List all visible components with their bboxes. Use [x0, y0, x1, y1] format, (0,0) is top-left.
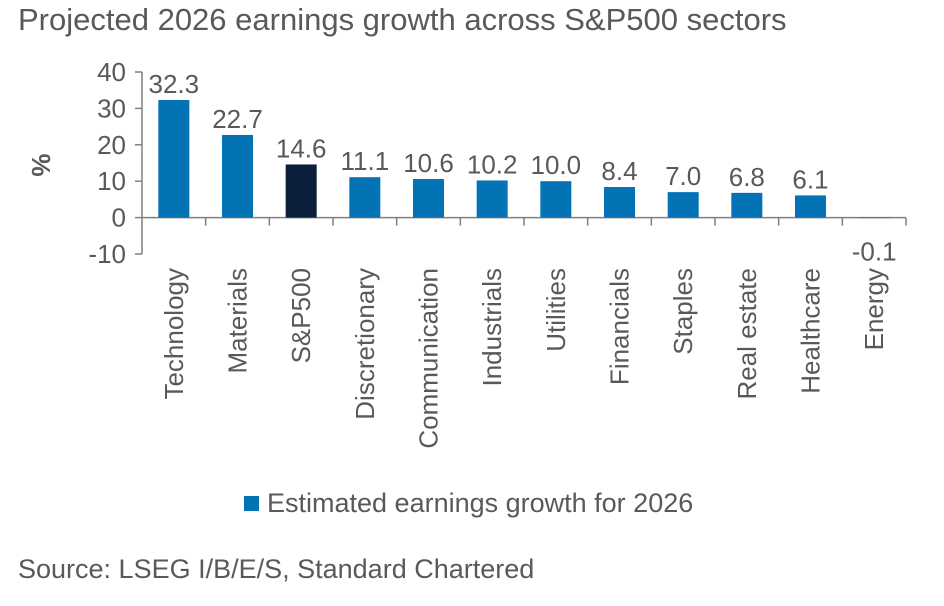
source-note: Source: LSEG I/B/E/S, Standard Chartered	[18, 554, 535, 584]
bar	[540, 181, 572, 218]
data-label: 10.6	[403, 148, 454, 178]
x-tick-label: Real estate	[732, 268, 762, 400]
chart-title: Projected 2026 earnings growth across S&…	[18, 2, 787, 37]
y-tick-label: 40	[97, 57, 126, 87]
x-tick-label: Communication	[414, 268, 444, 449]
y-tick-label: 20	[97, 130, 126, 160]
data-label: 14.6	[276, 133, 327, 163]
category-labels: Technology Materials S&P500 Discretionary Co…	[159, 268, 889, 449]
x-tick-label: Staples	[668, 268, 698, 355]
bar	[413, 179, 444, 218]
data-label: 10.2	[467, 149, 518, 179]
bar-chart: -10 0 10 20 30 40 32.3 22.7 14.6 11.1 10.6 10.2 10.…	[26, 57, 907, 449]
y-axis-label: %	[26, 153, 56, 176]
y-tick-label: 30	[97, 93, 126, 123]
data-label: 6.8	[729, 162, 765, 192]
bar	[476, 180, 508, 218]
y-tick-label: 0	[112, 203, 126, 233]
x-tick-label: Technology	[159, 268, 189, 400]
x-axis	[142, 216, 907, 226]
data-label: -0.1	[852, 237, 897, 267]
data-label: 10.0	[531, 150, 582, 180]
x-tick-label: Discretionary	[350, 268, 380, 420]
bar	[349, 177, 381, 218]
value-labels: 32.3 22.7 14.6 11.1 10.6 10.2 10.0 8.4 7.0 6.8 6.1…	[149, 69, 897, 267]
bar	[285, 164, 317, 218]
bar	[795, 195, 826, 218]
legend-swatch	[244, 496, 259, 511]
legend: Estimated earnings growth for 2026	[244, 488, 693, 519]
data-label: 8.4	[601, 156, 637, 186]
bar	[604, 187, 635, 218]
data-label: 6.1	[792, 164, 828, 194]
data-label: 22.7	[212, 104, 263, 134]
bar	[158, 100, 190, 218]
x-tick-label: Financials	[605, 268, 635, 385]
x-tick-label: S&P500	[286, 268, 316, 363]
legend-label: Estimated earnings growth for 2026	[267, 488, 694, 518]
y-tick-label: 10	[97, 166, 126, 196]
y-axis: -10 0 10 20 30 40	[88, 57, 143, 269]
y-tick-label: -10	[88, 239, 126, 269]
bar	[858, 217, 890, 219]
x-tick-label: Materials	[223, 268, 253, 373]
x-tick-label: Healthcare	[796, 268, 826, 394]
x-tick-label: Industrials	[477, 268, 507, 387]
bars	[158, 100, 890, 219]
data-label: 7.0	[665, 161, 701, 191]
data-label: 11.1	[340, 146, 389, 176]
bar	[667, 192, 699, 218]
bar	[731, 192, 763, 218]
bar	[222, 134, 253, 218]
x-tick-label: Utilities	[541, 268, 571, 352]
x-tick-label: Energy	[859, 268, 889, 350]
data-label: 32.3	[149, 69, 200, 99]
